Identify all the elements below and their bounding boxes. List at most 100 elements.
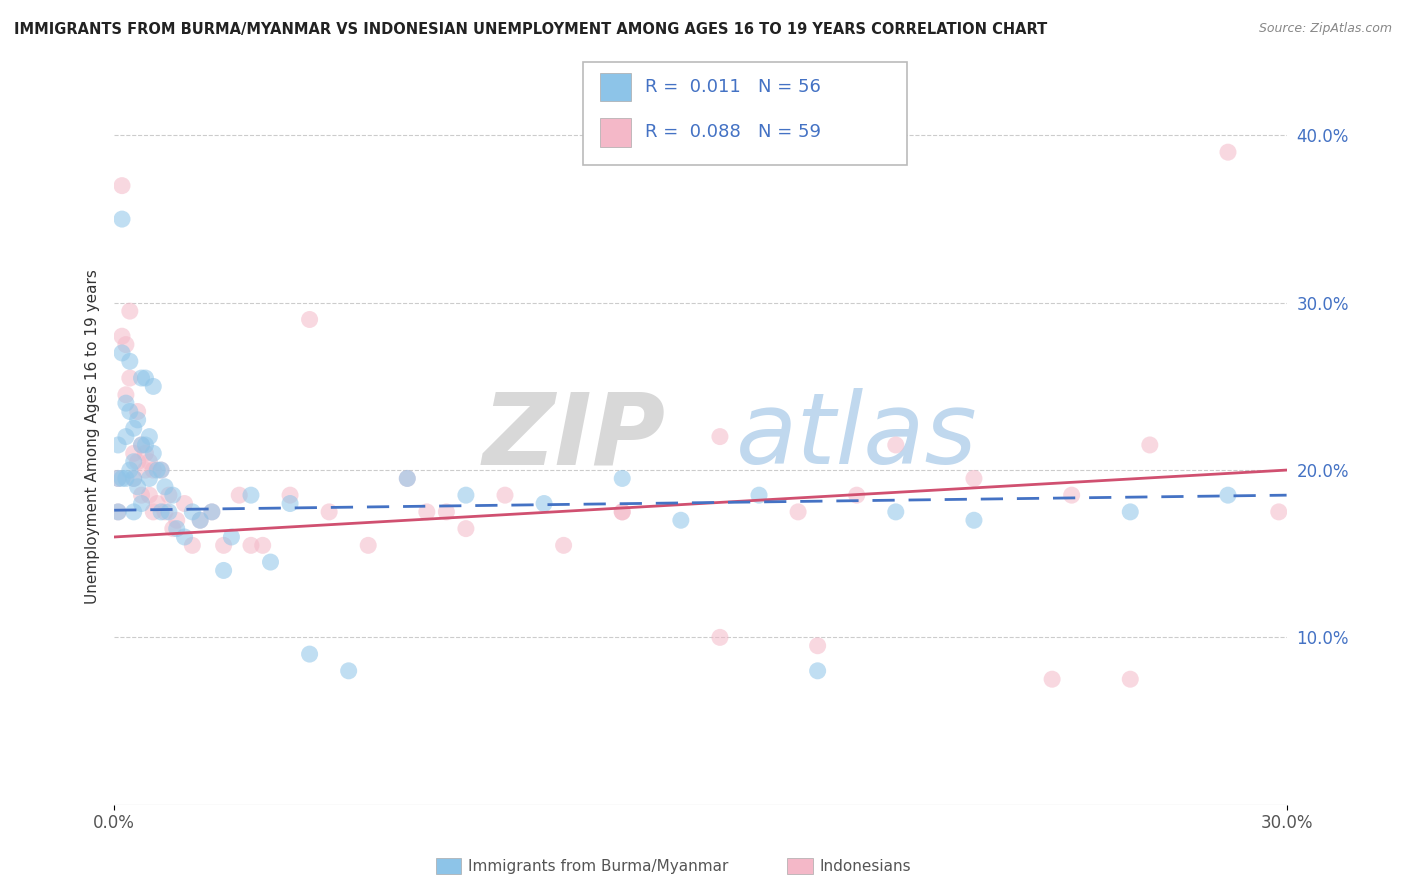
Point xyxy=(131,496,153,510)
Point xyxy=(181,505,204,519)
Point xyxy=(357,538,380,552)
Point xyxy=(1119,672,1142,686)
Point xyxy=(278,496,301,510)
Text: Source: ZipAtlas.com: Source: ZipAtlas.com xyxy=(1258,22,1392,36)
Text: IMMIGRANTS FROM BURMA/MYANMAR VS INDONESIAN UNEMPLOYMENT AMONG AGES 16 TO 19 YEA: IMMIGRANTS FROM BURMA/MYANMAR VS INDONES… xyxy=(14,22,1047,37)
Point xyxy=(239,488,262,502)
Point xyxy=(138,429,160,443)
Point xyxy=(118,371,141,385)
Point xyxy=(111,329,134,343)
Point xyxy=(709,631,731,645)
Y-axis label: Unemployment Among Ages 16 to 19 years: Unemployment Among Ages 16 to 19 years xyxy=(86,269,100,604)
Text: Indonesians: Indonesians xyxy=(820,859,911,873)
Point xyxy=(228,488,250,502)
Point xyxy=(153,505,176,519)
Point xyxy=(553,538,575,552)
Point xyxy=(173,496,195,510)
Point xyxy=(122,446,145,460)
Point xyxy=(142,505,165,519)
Point xyxy=(807,664,830,678)
Text: atlas: atlas xyxy=(735,388,977,485)
Point xyxy=(434,505,457,519)
Text: R =  0.088   N = 59: R = 0.088 N = 59 xyxy=(645,123,821,141)
Point xyxy=(115,388,138,402)
Point xyxy=(134,438,156,452)
Point xyxy=(122,455,145,469)
Point xyxy=(162,522,184,536)
Point xyxy=(252,538,274,552)
Point xyxy=(612,505,634,519)
Point xyxy=(131,488,153,502)
Point xyxy=(118,404,141,418)
Point xyxy=(201,505,224,519)
Point xyxy=(669,513,692,527)
Point xyxy=(138,455,160,469)
Point xyxy=(963,471,986,485)
Point xyxy=(134,371,156,385)
Point xyxy=(122,471,145,485)
Point xyxy=(157,505,180,519)
Point xyxy=(748,488,770,502)
Point xyxy=(396,471,419,485)
Point xyxy=(1216,488,1239,502)
Point xyxy=(612,471,634,485)
Point xyxy=(142,446,165,460)
Point xyxy=(111,178,134,193)
Point xyxy=(612,505,634,519)
Point xyxy=(166,522,188,536)
Point xyxy=(454,488,477,502)
Point xyxy=(454,522,477,536)
Point xyxy=(138,488,160,502)
Point xyxy=(146,463,169,477)
Point xyxy=(494,488,516,502)
Point xyxy=(115,337,138,351)
Point xyxy=(107,505,129,519)
Point xyxy=(1040,672,1063,686)
Point xyxy=(1139,438,1161,452)
Point xyxy=(150,463,173,477)
Point xyxy=(188,513,211,527)
Point xyxy=(138,471,160,485)
Point xyxy=(845,488,868,502)
Point xyxy=(122,421,145,435)
Point xyxy=(118,463,141,477)
Point xyxy=(212,538,235,552)
Point xyxy=(118,354,141,368)
Point xyxy=(1268,505,1291,519)
Point xyxy=(131,371,153,385)
Point xyxy=(134,446,156,460)
Text: R =  0.011   N = 56: R = 0.011 N = 56 xyxy=(645,78,821,96)
Point xyxy=(396,471,419,485)
Point xyxy=(221,530,243,544)
Point xyxy=(111,346,134,360)
Point xyxy=(115,396,138,410)
Point xyxy=(173,530,195,544)
Point xyxy=(122,471,145,485)
Point xyxy=(127,404,149,418)
Point xyxy=(162,488,184,502)
Point xyxy=(278,488,301,502)
Point xyxy=(181,538,204,552)
Point xyxy=(884,505,907,519)
Point xyxy=(212,564,235,578)
Point xyxy=(533,496,555,510)
Point xyxy=(1060,488,1083,502)
Point xyxy=(107,438,129,452)
Point xyxy=(1119,505,1142,519)
Point xyxy=(259,555,281,569)
Point xyxy=(709,429,731,443)
Point xyxy=(166,513,188,527)
Point xyxy=(239,538,262,552)
Point xyxy=(150,505,173,519)
Point xyxy=(787,505,810,519)
Point xyxy=(107,471,129,485)
Point xyxy=(134,463,156,477)
Point xyxy=(111,212,134,227)
Point xyxy=(122,505,145,519)
Point xyxy=(153,480,176,494)
Point xyxy=(146,496,169,510)
Point xyxy=(131,438,153,452)
Point xyxy=(188,513,211,527)
Point xyxy=(337,664,360,678)
Point xyxy=(115,429,138,443)
